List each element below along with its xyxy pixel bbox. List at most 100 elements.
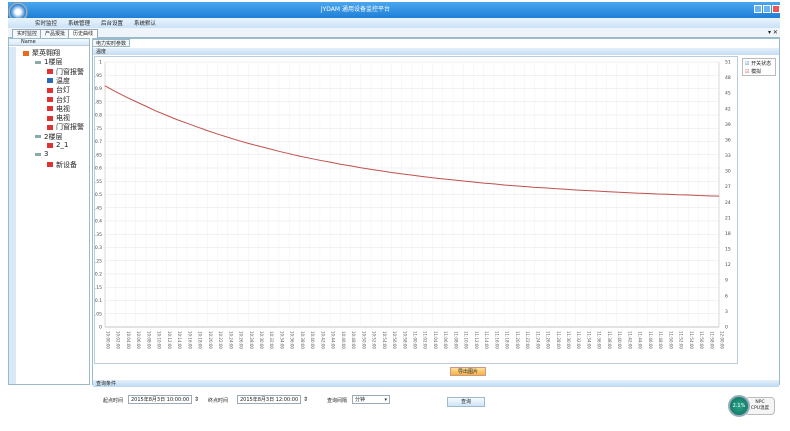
root-icon [23,50,29,56]
tree-node[interactable]: 1楼层 [35,57,62,67]
tree-node[interactable]: 3 [35,150,48,158]
x-tick-label: 10:08:00 [146,331,151,349]
data-point [207,130,208,131]
x-tick-label: 10:42:00 [320,331,325,349]
tree-node-label: 电视 [56,114,70,123]
data-point [217,133,218,135]
tree-node[interactable]: 新设备 [47,160,77,170]
tree-node[interactable]: 台灯 [47,85,70,95]
legend-label-switch: 开关状态 [751,61,772,67]
tree-node[interactable]: 温度 [47,76,70,86]
chart-legend: ☑ 开关状态 ☑ 模拟 [742,58,776,76]
data-point [626,192,628,193]
end-spinner-icon[interactable]: ⇕ [303,396,309,403]
data-point [575,189,577,191]
y-tick-label: 0.7 [95,139,102,145]
tab-realtime[interactable]: 实时监控 [12,29,43,38]
x-tick-label: 10:26:00 [239,331,244,349]
maximize-button[interactable] [763,5,771,13]
x-tick-label: 10:32:00 [269,331,274,349]
data-point [391,172,392,173]
data-point [411,174,413,176]
data-point [340,163,341,165]
close-button[interactable] [772,5,780,13]
x-tick-label: 11:24:00 [535,331,540,349]
tab-products[interactable]: 产品报批 [40,29,71,38]
x-tick-label: 11:00:00 [413,331,418,349]
data-point [698,195,699,196]
data-point [616,191,617,193]
data-point [442,178,444,180]
menu-realtime[interactable]: 实时监控 [35,21,58,27]
menu-backend[interactable]: 后台设置 [101,21,124,27]
tree-node-label: 门窗报警 [56,67,84,76]
menu-system[interactable]: 系统管理 [68,21,91,27]
interval-select[interactable]: 分钟 ▾ [352,395,390,404]
data-point [636,192,638,194]
data-point [186,122,188,124]
tree-node-label: 2_1 [56,141,69,149]
tab-history[interactable]: 历史曲线 [68,29,99,38]
data-point [585,190,587,191]
y-tick-label: 0.4 [95,219,102,225]
tree-node[interactable]: 电视 [47,104,70,114]
query-header: 查询条件 [93,380,779,387]
start-time-input[interactable]: 2015年8月3日 10:00:00 [128,395,192,404]
tree-node[interactable]: 电视 [47,113,70,123]
tree-node[interactable]: 2_1 [47,141,68,149]
y2-tick-label: 39 [725,122,731,128]
tree-node[interactable]: 门窗报警 [47,122,84,132]
query-button[interactable]: 查询 [447,397,485,407]
export-image-button[interactable]: 导出图片 [450,367,486,376]
x-tick-label: 11:38:00 [607,331,612,349]
y-tick-label: 0.25 [95,258,102,264]
start-time-label: 起点时间 [103,398,124,404]
data-point [401,173,403,175]
tree-node[interactable]: 聚英翱翔 [23,48,60,58]
data-point [309,157,310,159]
y2-tick-label: 36 [725,137,731,143]
data-point [432,177,433,179]
y-tick-label: 0 [99,325,102,331]
x-tick-label: 10:20:00 [208,331,213,349]
x-tick-label: 11:32:00 [576,331,581,349]
tree-node-label: 新设备 [56,160,77,169]
x-tick-label: 10:48:00 [351,331,356,349]
line-chart: 0 0.05 0.1 0.15 0.2 0.25 0.3 0.35 0.4 0.45 0.5 0.55… [92,60,731,350]
data-point [268,148,270,149]
x-tick-label: 11:34:00 [586,331,591,349]
tree-node[interactable]: 门窗报警 [47,67,84,77]
end-time-input[interactable]: 2015年8月3日 12:00:00 [237,395,301,404]
device-icon [47,69,53,75]
chart-tab[interactable]: 电力实时参数 [92,39,131,47]
data-point [677,194,679,196]
menu-default[interactable]: 系统默认 [134,21,157,27]
legend-checkbox-analog[interactable]: ☑ [745,69,750,75]
data-point [227,136,229,138]
tree-node[interactable]: 台灯 [47,95,70,105]
tab-close-icon[interactable]: ▾ ✕ [768,29,778,36]
legend-checkbox-switch[interactable]: ☑ [745,61,750,67]
interval-label: 查询间隔 [327,398,348,404]
start-spinner-icon[interactable]: ⇕ [194,396,200,403]
x-tick-label: 10:40:00 [310,331,315,349]
y-tick-label: 0.55 [95,179,102,185]
data-point [166,114,167,116]
data-point [319,160,321,161]
data-point [688,194,689,196]
x-tick-label: 10:16:00 [187,331,192,349]
y2-tick-label: 45 [725,91,731,97]
data-point [176,119,177,120]
x-tick-label: 10:58:00 [402,331,407,349]
minimize-button[interactable] [754,5,762,13]
data-point [462,180,464,182]
y-tick-label: 0.6 [95,166,102,172]
x-tick-label: 11:08:00 [453,331,458,349]
floor-icon [35,152,41,156]
app-title: JYDAM 通用设备监控平台 [320,6,390,13]
data-point [421,176,423,177]
x-tick-label: 11:10:00 [464,331,469,349]
tree-node[interactable]: 2楼层 [35,132,62,142]
data-point [135,101,136,102]
y2-tick-label: 48 [725,75,731,81]
